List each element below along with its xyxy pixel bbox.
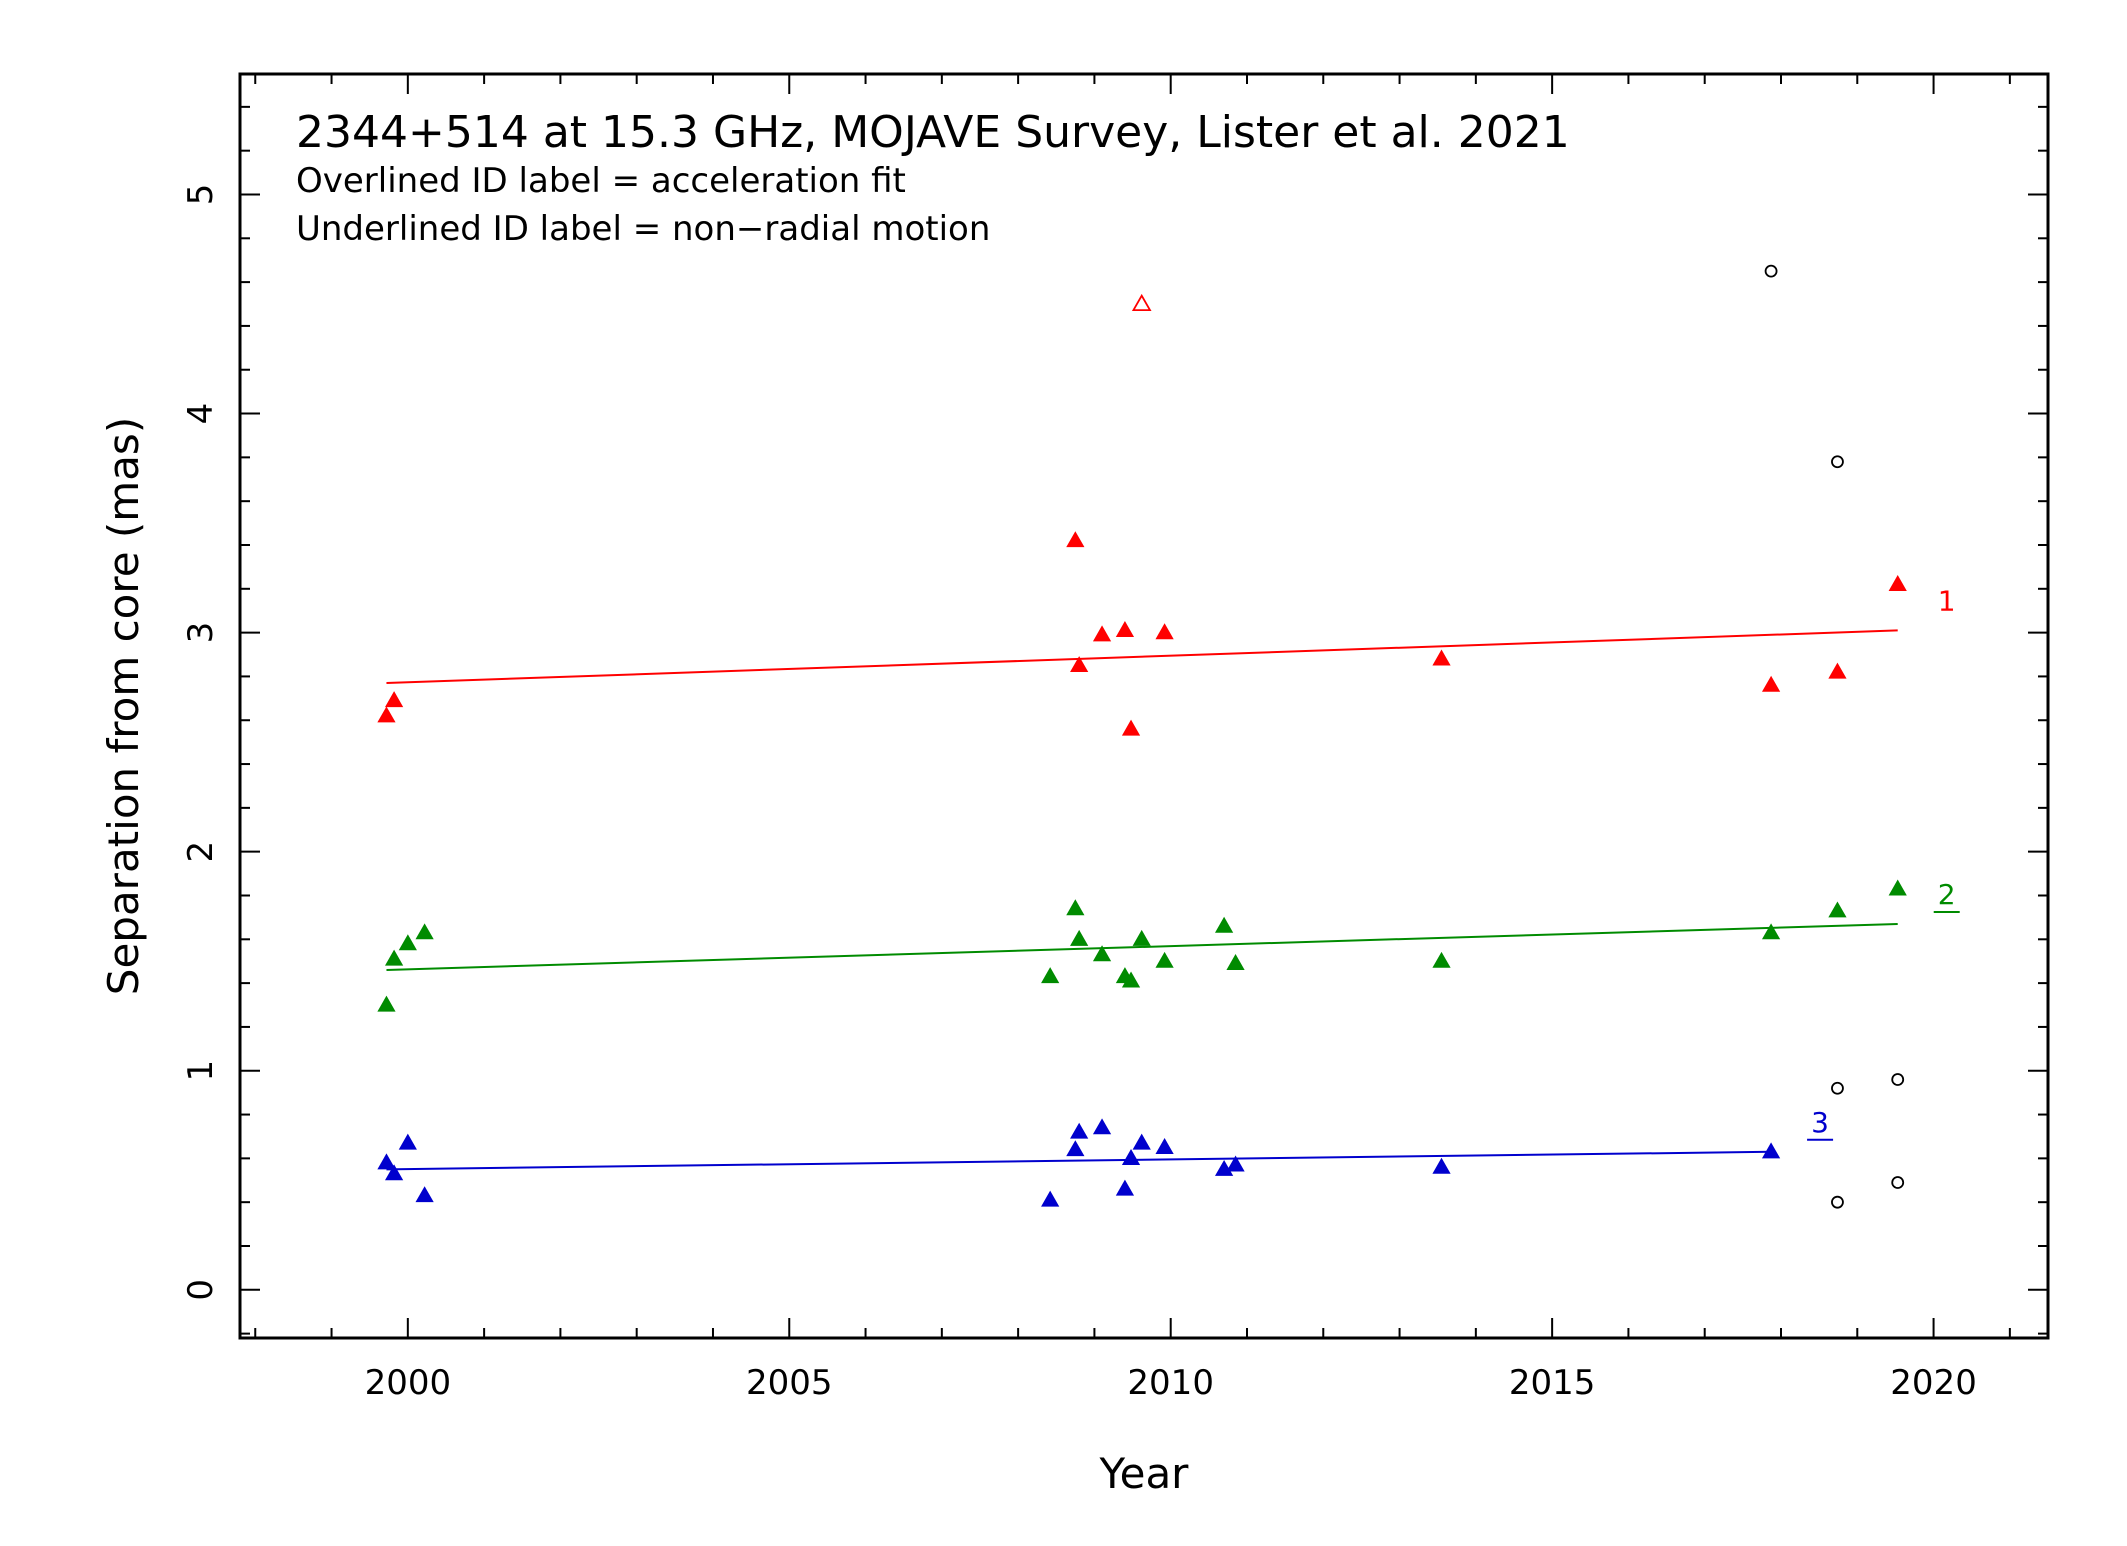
y-tick-label: 3: [181, 622, 221, 644]
data-point: [1828, 901, 1847, 918]
data-point: [1888, 575, 1907, 591]
y-tick-label: 0: [181, 1279, 221, 1301]
chart-title: 2344+514 at 15.3 GHz, MOJAVE Survey, Lis…: [296, 107, 1570, 158]
plot-frame: [238, 72, 2050, 1340]
x-tick-label: 2000: [365, 1363, 452, 1403]
data-point: [1831, 1195, 1844, 1209]
y-tick-label: 2: [181, 841, 221, 863]
annotation-nonradial: Underlined ID label = non−radial motion: [296, 209, 990, 249]
x-axis-title: Year: [1099, 1449, 1190, 1498]
x-tick-label: 2010: [1127, 1363, 1214, 1403]
data-point: [1092, 1118, 1112, 1135]
data-point: [377, 1153, 396, 1170]
fit-line: [386, 922, 1898, 971]
data-point: [1066, 531, 1085, 548]
data-point: [1432, 649, 1451, 666]
data-point: [415, 923, 434, 940]
data-point: [1092, 945, 1112, 962]
data-point: [1121, 719, 1141, 736]
data-point: [1214, 916, 1234, 933]
x-tick-label: 2005: [746, 1363, 833, 1403]
annotation-acceleration: Overlined ID label = acceleration fit: [296, 161, 906, 201]
data-point: [1121, 971, 1141, 988]
data-point: [398, 1133, 417, 1150]
data-point: [1132, 1133, 1151, 1150]
component-labels: 1 2 3: [1807, 584, 1960, 1141]
fit-line: [386, 629, 1898, 684]
data-point: [1115, 621, 1135, 637]
y-tick-label: 1: [181, 1060, 221, 1082]
data-point: [1226, 1155, 1245, 1172]
data-point: [377, 706, 396, 723]
data-point: [1764, 264, 1778, 278]
data-point: [1831, 1081, 1844, 1095]
data-points: [377, 264, 1907, 1209]
data-point: [1891, 1073, 1905, 1086]
data-point: [1761, 1142, 1781, 1159]
fit-lines: [386, 629, 1898, 1171]
data-point: [1066, 1140, 1085, 1157]
data-point: [1070, 656, 1089, 673]
data-point: [1155, 623, 1174, 640]
x-tick-label: 2015: [1509, 1363, 1596, 1403]
data-point: [377, 995, 396, 1012]
data-point: [384, 691, 404, 708]
axis-tick-labels: 2000 2005 2010 2015 2020 0 1 2 3 4 5: [181, 184, 1977, 1403]
y-tick-label: 5: [181, 184, 221, 206]
data-point: [398, 934, 417, 951]
data-point: [1041, 967, 1060, 984]
component-label: 3: [1811, 1106, 1829, 1139]
y-axis-title: Separation from core (mas): [99, 417, 148, 995]
data-point: [1121, 1148, 1141, 1165]
axis-ticks: [240, 74, 2048, 1338]
component-label: 1: [1938, 584, 1956, 617]
data-point: [1891, 1176, 1905, 1189]
y-tick-label: 4: [181, 403, 221, 425]
data-point: [1070, 1122, 1089, 1139]
x-tick-label: 2020: [1890, 1363, 1977, 1403]
data-point: [1132, 929, 1151, 946]
fit-line: [386, 1150, 1772, 1171]
data-point: [1761, 675, 1781, 692]
data-point: [1066, 899, 1085, 916]
data-point: [1831, 455, 1844, 469]
data-point: [1226, 954, 1245, 970]
data-point: [1070, 929, 1089, 946]
data-point: [1432, 1157, 1451, 1174]
data-point: [1761, 923, 1781, 940]
component-label: 2: [1938, 878, 1956, 911]
data-point: [384, 1164, 404, 1181]
data-point: [1888, 879, 1907, 896]
data-point: [1432, 951, 1451, 968]
data-point: [1092, 625, 1112, 642]
data-point: [1115, 1179, 1135, 1196]
data-point: [384, 949, 404, 966]
data-point: [1155, 951, 1174, 968]
data-point: [1155, 1138, 1174, 1154]
data-point: [1214, 1159, 1234, 1176]
data-point: [415, 1186, 434, 1203]
data-point: [1041, 1190, 1060, 1207]
data-point: [1131, 293, 1152, 311]
data-point: [1828, 662, 1847, 679]
